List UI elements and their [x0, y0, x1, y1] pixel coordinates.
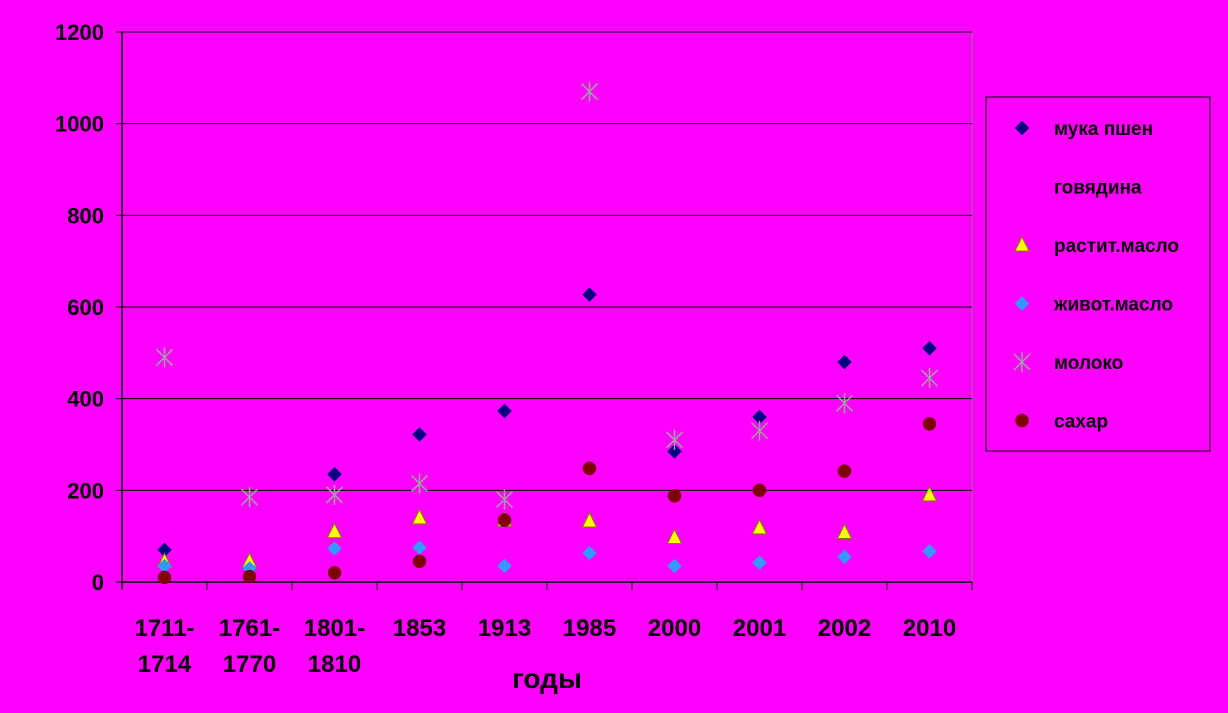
- data-point: [922, 543, 937, 559]
- series-1: [157, 287, 937, 576]
- data-point: [584, 361, 595, 373]
- data-point: [837, 354, 852, 370]
- data-point: [922, 417, 937, 431]
- data-point: [921, 485, 938, 502]
- x-tick-label: 2010: [903, 615, 956, 642]
- data-point: [665, 429, 684, 450]
- series-6: [157, 417, 937, 585]
- x-tick-label: 1801-: [304, 615, 365, 642]
- data-point: [580, 81, 599, 102]
- legend-marker: [1013, 352, 1031, 372]
- legend-label: молоко: [1054, 353, 1123, 374]
- x-tick-label: 1714: [138, 651, 192, 678]
- x-tick-label: 1770: [223, 651, 276, 678]
- legend-marker: [1014, 296, 1030, 311]
- legend-label: мука пшен: [1054, 119, 1153, 140]
- x-axis-title: годы: [512, 663, 582, 694]
- data-point: [582, 461, 597, 476]
- data-point: [410, 473, 429, 494]
- data-point: [837, 464, 852, 478]
- y-tick-label: 0: [92, 570, 104, 595]
- legend-marker: [1014, 235, 1030, 252]
- data-point: [922, 340, 937, 356]
- data-point: [666, 528, 683, 545]
- data-point: [411, 508, 428, 525]
- data-point: [835, 393, 854, 414]
- y-tick-label: 800: [67, 203, 104, 228]
- legend-label: говядина: [1054, 178, 1142, 199]
- series-4: [157, 540, 937, 576]
- data-point: [327, 566, 342, 580]
- data-point: [327, 466, 342, 482]
- data-point: [240, 487, 259, 508]
- series-2: [159, 255, 935, 570]
- data-point: [750, 420, 769, 441]
- data-point: [667, 489, 682, 503]
- legend-label: живот.масло: [1053, 295, 1173, 316]
- data-point: [497, 558, 512, 574]
- plot-area: 0 200 400 600 800 1000 1200 1711- 1714 1761- 1770 1…: [55, 20, 973, 694]
- data-point: [326, 522, 343, 539]
- series-3: [156, 485, 938, 568]
- y-tick-label: 1000: [55, 112, 104, 137]
- x-tick-label: 1853: [393, 615, 446, 642]
- data-point: [497, 513, 512, 527]
- data-point: [920, 368, 939, 389]
- data-point: [244, 521, 255, 533]
- x-tick-label: 1711-: [134, 615, 194, 642]
- x-tick-label: 1913: [478, 615, 531, 642]
- x-tick-label: 1810: [308, 651, 361, 678]
- data-point: [752, 555, 767, 571]
- data-point: [157, 570, 172, 585]
- data-point: [495, 489, 514, 510]
- data-point: [751, 518, 768, 535]
- data-point: [839, 329, 850, 340]
- x-tick-label: 2000: [648, 615, 701, 642]
- data-point: [754, 365, 765, 377]
- data-point: [582, 545, 597, 561]
- y-tick-label: 600: [67, 295, 104, 320]
- legend-marker: [1016, 181, 1028, 192]
- legend-label: сахар: [1054, 412, 1108, 433]
- data-point: [325, 484, 344, 505]
- series-5: [155, 81, 939, 510]
- data-point: [581, 511, 598, 528]
- legend-marker: [1015, 413, 1029, 428]
- data-point: [667, 444, 682, 459]
- data-point: [924, 255, 935, 267]
- data-point: [669, 402, 680, 414]
- x-tick-label: 2002: [818, 615, 871, 642]
- data-point: [242, 569, 257, 584]
- data-point: [667, 558, 682, 574]
- x-tick-label: 2001: [733, 615, 786, 642]
- data-point: [752, 483, 767, 498]
- data-point: [412, 554, 427, 569]
- data-point: [412, 427, 427, 442]
- data-point: [327, 541, 342, 556]
- legend-box: [985, 96, 1211, 452]
- data-point: [497, 403, 512, 419]
- x-tick-label: 1761-: [219, 615, 280, 642]
- legend-label: растит.масло: [1054, 236, 1179, 257]
- y-tick-label: 400: [67, 387, 104, 412]
- data-point: [836, 523, 853, 539]
- data-point: [582, 287, 597, 302]
- legend-marker: [1014, 120, 1030, 136]
- data-point: [412, 540, 427, 555]
- data-point: [155, 347, 174, 368]
- x-tick-label: 1985: [563, 615, 616, 642]
- y-tick-label: 1200: [55, 20, 104, 45]
- y-tick-label: 200: [67, 478, 104, 503]
- legend: мука пшен говядина растит.масло живот.масло…: [985, 96, 1211, 452]
- data-point: [837, 549, 852, 565]
